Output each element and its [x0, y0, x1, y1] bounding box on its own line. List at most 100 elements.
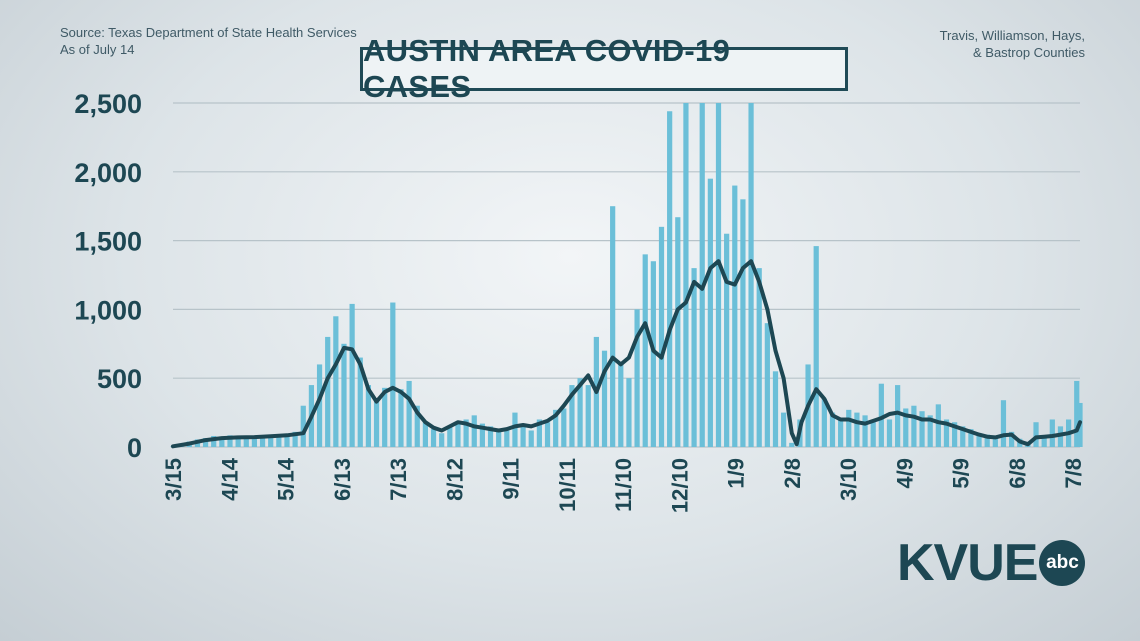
bar	[984, 434, 990, 447]
bar	[927, 415, 933, 447]
bar	[512, 412, 518, 447]
y-tick-label: 1,000	[74, 295, 142, 325]
bar	[406, 380, 412, 447]
as-of-date: As of July 14	[60, 42, 135, 57]
bar	[479, 423, 485, 447]
bar	[870, 422, 876, 447]
bar	[414, 405, 420, 447]
bar	[276, 435, 282, 447]
bar	[333, 316, 339, 447]
bar	[772, 371, 779, 447]
bar	[487, 426, 494, 447]
bar	[675, 217, 681, 447]
bar	[610, 206, 616, 447]
bar	[1049, 419, 1055, 447]
bar	[862, 415, 868, 447]
x-tick-label: 4/14	[217, 457, 242, 501]
bar	[658, 226, 665, 447]
bar	[235, 438, 241, 447]
bar	[577, 378, 583, 447]
y-axis-labels: 0 500 1,000 1,500 2,000 2,500	[74, 89, 142, 463]
bar	[390, 302, 396, 447]
bar	[341, 343, 347, 447]
bar	[496, 429, 502, 447]
bar	[1000, 400, 1007, 447]
bar	[715, 103, 722, 447]
bar	[919, 411, 925, 447]
bar	[813, 246, 819, 447]
bar	[650, 261, 656, 447]
bar	[829, 412, 836, 447]
bar	[838, 419, 844, 447]
bar	[626, 378, 632, 447]
bar	[1009, 431, 1015, 447]
source-note: Source: Texas Department of State Health…	[60, 24, 357, 58]
bar	[846, 409, 852, 447]
bar	[455, 422, 461, 447]
region-note: Travis, Williamson, Hays, & Bastrop Coun…	[940, 27, 1085, 61]
x-tick-label: 8/12	[442, 458, 467, 501]
bar	[781, 412, 787, 447]
bar	[365, 385, 372, 447]
bar	[463, 419, 469, 447]
bar	[642, 254, 648, 447]
bar	[683, 103, 689, 447]
x-tick-label: 5/14	[274, 457, 299, 501]
bar	[553, 409, 559, 447]
bar	[976, 433, 982, 447]
bar	[561, 408, 567, 447]
x-tick-label: 9/11	[499, 458, 524, 500]
bar	[886, 419, 893, 447]
x-tick-label: 10/11	[555, 458, 580, 512]
x-axis-labels: 3/15 4/14 5/14 6/13 7/13 8/12 9/11 10/11 11/10 12…	[161, 457, 1086, 513]
region-line-2: & Bastrop Counties	[972, 45, 1085, 60]
bar	[349, 303, 355, 447]
kvue-abc-logo: KVUE abc	[897, 534, 1086, 592]
y-tick-label: 0	[127, 433, 142, 463]
bar	[601, 350, 608, 447]
x-tick-label: 5/9	[949, 458, 974, 489]
bar	[618, 364, 624, 447]
bar	[292, 431, 298, 447]
bar	[398, 389, 404, 447]
x-tick-label: 6/8	[1005, 458, 1030, 489]
bar	[724, 233, 730, 447]
y-tick-label: 500	[97, 364, 142, 394]
bar	[935, 404, 941, 447]
bar	[699, 103, 705, 447]
x-tick-label: 7/13	[386, 458, 411, 501]
bar	[821, 398, 827, 447]
bar	[740, 199, 746, 447]
bar	[284, 433, 290, 447]
bar	[764, 323, 770, 447]
rolling-average-line	[171, 259, 1082, 449]
bar	[911, 405, 917, 447]
bar	[1041, 435, 1047, 447]
rolling-average-path	[171, 259, 1082, 449]
bar	[528, 430, 534, 447]
bar	[748, 103, 754, 447]
x-tick-label: 12/10	[667, 458, 692, 513]
region-line-1: Travis, Williamson, Hays,	[939, 28, 1085, 43]
bar	[536, 419, 542, 447]
bar	[1033, 422, 1039, 447]
bar	[268, 434, 274, 447]
daily-case-bars	[170, 103, 1083, 448]
kvue-wordmark: KVUE	[897, 534, 1038, 592]
bar	[227, 435, 233, 447]
x-tick-label: 7/8	[1061, 458, 1086, 489]
bar	[439, 433, 445, 447]
bar	[585, 385, 591, 447]
bar	[634, 309, 640, 447]
bar	[243, 436, 249, 447]
bar	[943, 419, 950, 447]
y-tick-label: 2,000	[74, 158, 142, 188]
x-tick-label: 3/10	[836, 458, 861, 501]
x-tick-label: 3/15	[161, 458, 186, 501]
bar	[382, 387, 388, 447]
bar	[251, 435, 258, 447]
bar	[219, 437, 225, 447]
x-tick-label: 4/9	[892, 458, 917, 489]
bar	[422, 422, 429, 447]
